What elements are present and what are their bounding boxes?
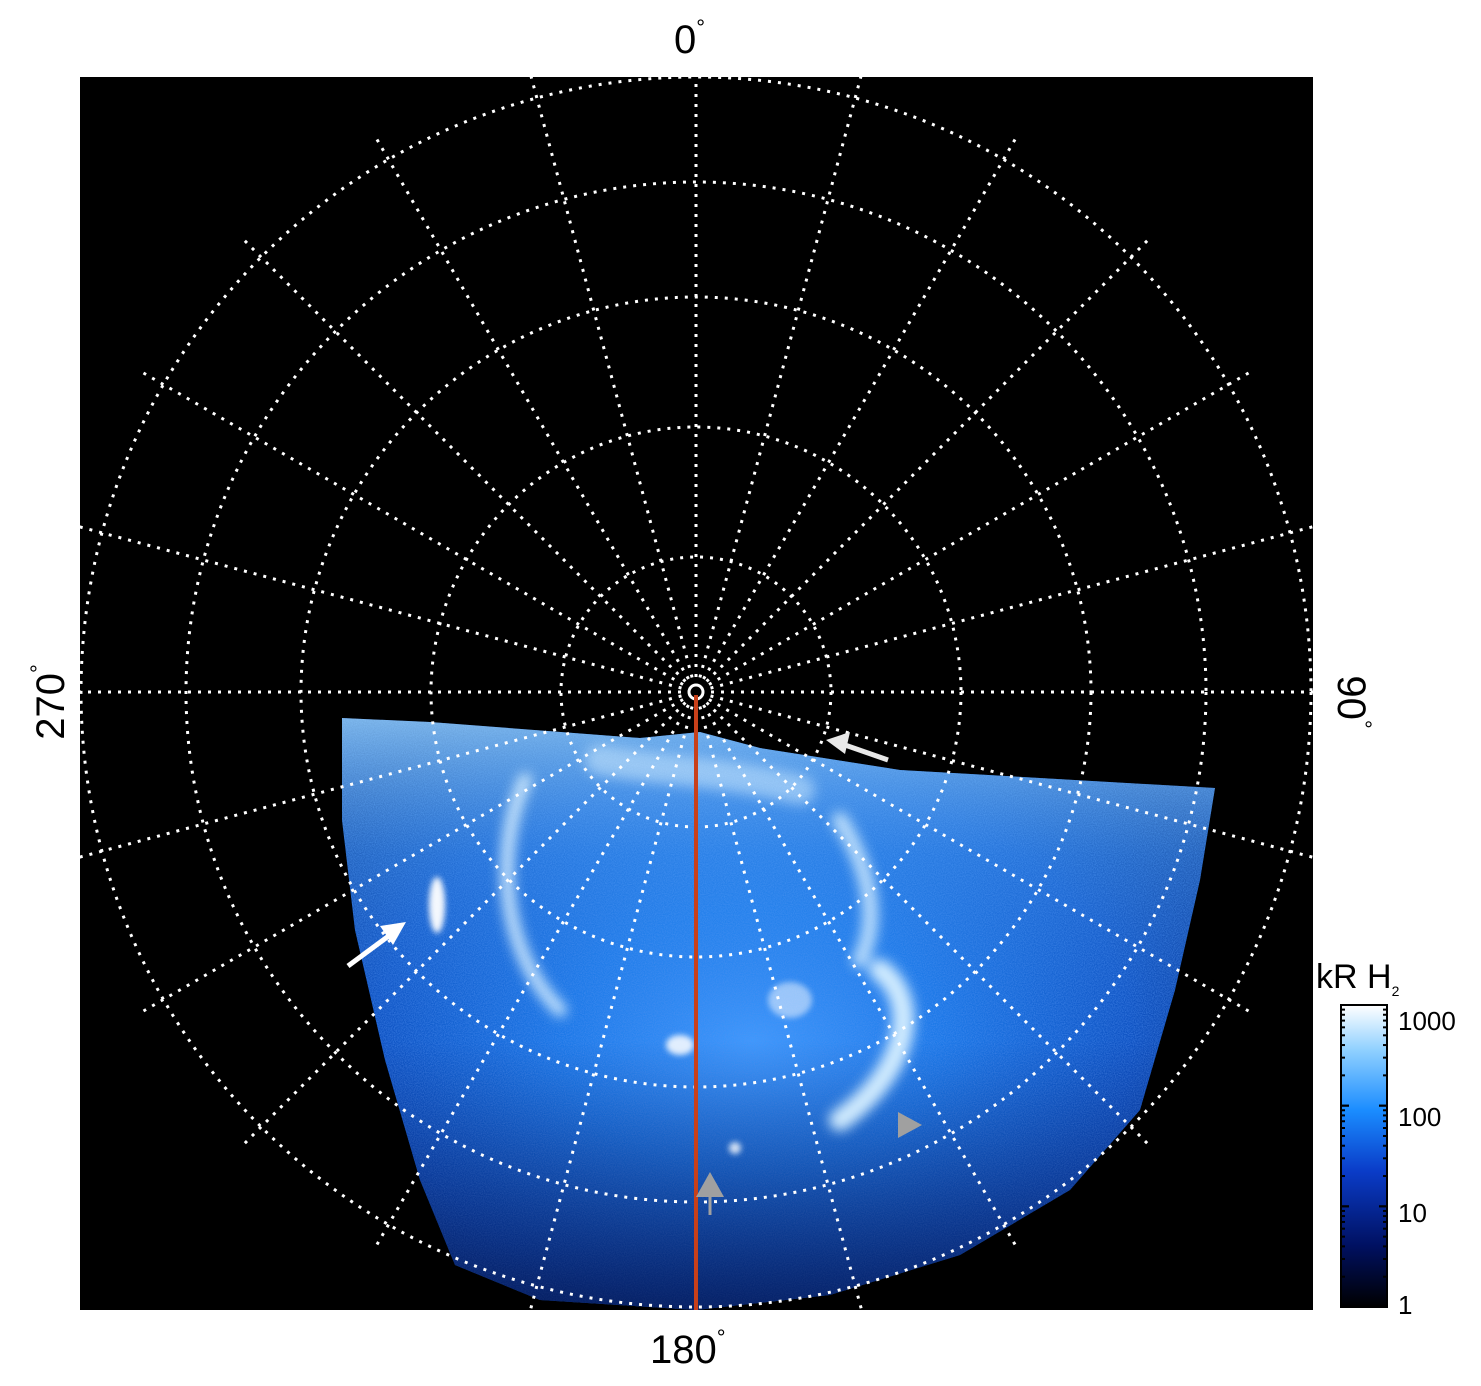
colorbar-title: kR H2 [1316, 958, 1400, 999]
grid-meridian [710, 694, 1313, 859]
grid-meridian [710, 525, 1313, 690]
grid-meridian [80, 525, 682, 690]
grey-arrowhead-right [898, 1112, 922, 1138]
grid-meridian [80, 694, 682, 859]
label-270-degrees: 270° [25, 664, 73, 740]
grid-meridian [705, 238, 1150, 683]
grid-meridian [242, 238, 687, 683]
label-180-degrees: 180° [650, 1324, 726, 1372]
grid-meridian [374, 704, 690, 1248]
grid-meridian [705, 701, 1150, 1146]
white-arrow-right [826, 732, 889, 763]
grid-meridian [698, 77, 863, 678]
label-90-degrees: 90° [1329, 675, 1377, 729]
label-0-degrees: 0° [674, 14, 706, 62]
grid-meridian [140, 370, 684, 686]
aurora-emission [342, 718, 1215, 1310]
grid-meridian [528, 706, 694, 1310]
grid-meridian [374, 136, 690, 680]
colorbar-tick-100: 100 [1398, 1102, 1442, 1132]
white-arrow-left [346, 922, 406, 969]
grey-arrow-up [696, 1172, 724, 1215]
grid-meridian [702, 704, 1018, 1248]
colorbar-tick-10: 10 [1398, 1198, 1427, 1228]
grid-meridian [708, 370, 1252, 686]
colorbar-tick-1: 1 [1398, 1290, 1413, 1320]
grid-meridian [698, 706, 864, 1310]
colorbar-tick-1000: 1000 [1398, 1006, 1456, 1036]
grid-meridian [242, 701, 687, 1146]
grid-meridian [702, 136, 1018, 680]
grid-meridian [529, 77, 694, 678]
grid-meridian [140, 698, 684, 1014]
colorbar [1340, 1004, 1388, 1308]
grid-meridian [708, 698, 1252, 1014]
